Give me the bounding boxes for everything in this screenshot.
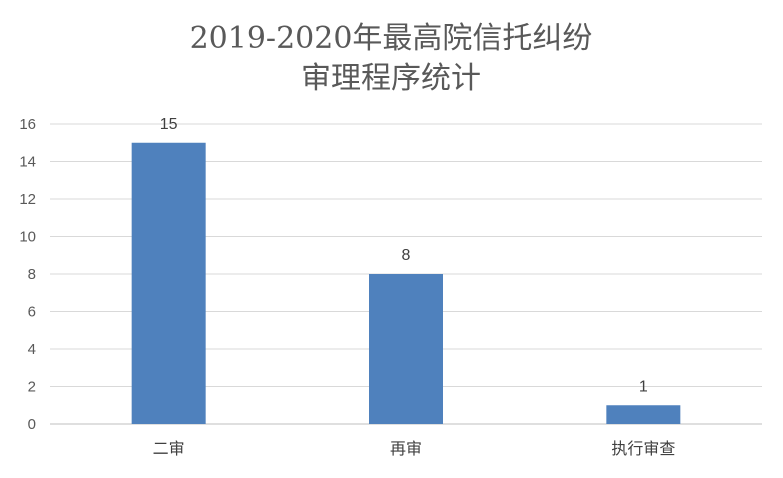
chart-title-line-2: 审理程序统计 bbox=[301, 61, 481, 96]
bars bbox=[131, 142, 681, 424]
y-tick-label: 14 bbox=[19, 154, 36, 171]
y-tick-label: 8 bbox=[28, 266, 36, 283]
bar-3 bbox=[606, 405, 681, 424]
y-tick-label: 12 bbox=[19, 191, 36, 208]
y-tick-label: 6 bbox=[28, 304, 36, 321]
y-axis-ticks: 0 2 4 6 8 10 12 14 16 bbox=[19, 116, 36, 433]
data-label: 15 bbox=[160, 116, 178, 133]
x-category-label: 再审 bbox=[390, 439, 422, 458]
y-tick-label: 2 bbox=[28, 379, 36, 396]
data-label: 1 bbox=[639, 378, 648, 395]
y-tick-label: 16 bbox=[19, 116, 36, 133]
chart-title-line-1: 2019-2020年最高院信托纠纷 bbox=[190, 21, 593, 56]
bar-2 bbox=[369, 274, 443, 424]
x-category-label: 执行审查 bbox=[611, 439, 675, 458]
x-axis-categories: 二审 再审 执行审查 bbox=[153, 439, 676, 458]
y-tick-label: 0 bbox=[28, 416, 36, 433]
bar-1 bbox=[131, 142, 206, 424]
x-category-label: 二审 bbox=[153, 439, 185, 458]
y-tick-label: 4 bbox=[28, 341, 36, 358]
y-tick-label: 10 bbox=[19, 229, 36, 246]
data-label: 8 bbox=[402, 247, 411, 264]
